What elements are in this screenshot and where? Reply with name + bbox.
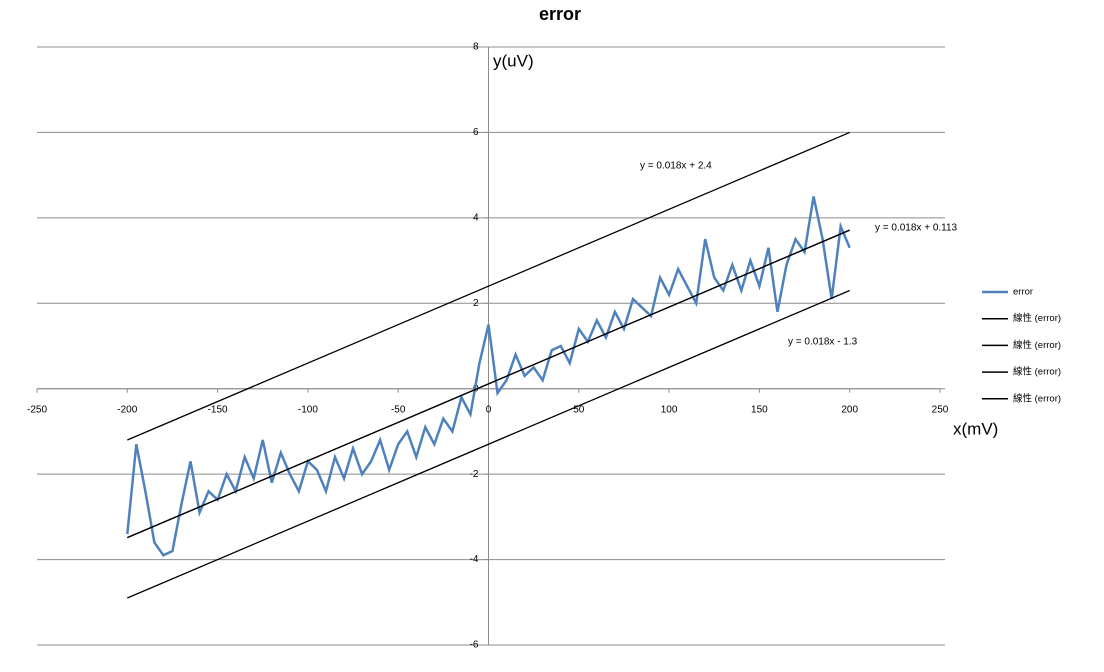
chart-title: error bbox=[539, 4, 581, 24]
annotation: y = 0.018x + 0.113 bbox=[875, 223, 958, 234]
y-tick-label: 2 bbox=[473, 298, 479, 309]
y-tick-label: 4 bbox=[473, 212, 479, 223]
legend-label: error bbox=[1013, 287, 1033, 298]
y-tick-label: 6 bbox=[473, 127, 479, 138]
legend-label: 線性 (error) bbox=[1013, 339, 1061, 351]
x-tick-label: -250 bbox=[27, 404, 47, 415]
y-axis-label: y(uV) bbox=[493, 51, 534, 70]
x-tick-label: 150 bbox=[751, 404, 768, 415]
trend-line bbox=[127, 131, 850, 441]
legend-label: 線性 (error) bbox=[1013, 312, 1061, 324]
x-tick-label: -200 bbox=[117, 404, 137, 415]
x-tick-label: -50 bbox=[391, 404, 406, 415]
x-axis-label: x(mV) bbox=[953, 419, 998, 438]
trend-line bbox=[127, 289, 850, 599]
x-tick-label: 200 bbox=[841, 404, 858, 415]
annotation: y = 0.018x - 1.3 bbox=[788, 337, 858, 348]
y-tick-label: 8 bbox=[473, 42, 479, 53]
x-tick-label: 250 bbox=[932, 404, 949, 415]
x-tick-label: 50 bbox=[573, 404, 585, 415]
legend-label: 線性 (error) bbox=[1013, 392, 1061, 404]
x-tick-label: -100 bbox=[298, 404, 318, 415]
y-tick-label: -2 bbox=[470, 469, 479, 480]
data-line bbox=[126, 196, 851, 557]
x-tick-label: 0 bbox=[486, 404, 492, 415]
y-tick-label: -4 bbox=[470, 554, 479, 565]
x-tick-label: 100 bbox=[661, 404, 678, 415]
x-tick-label: -150 bbox=[208, 404, 228, 415]
annotation: y = 0.018x + 2.4 bbox=[640, 161, 712, 172]
legend-label: 線性 (error) bbox=[1013, 366, 1061, 378]
y-tick-label: -6 bbox=[470, 640, 479, 651]
trend-line bbox=[127, 229, 850, 539]
